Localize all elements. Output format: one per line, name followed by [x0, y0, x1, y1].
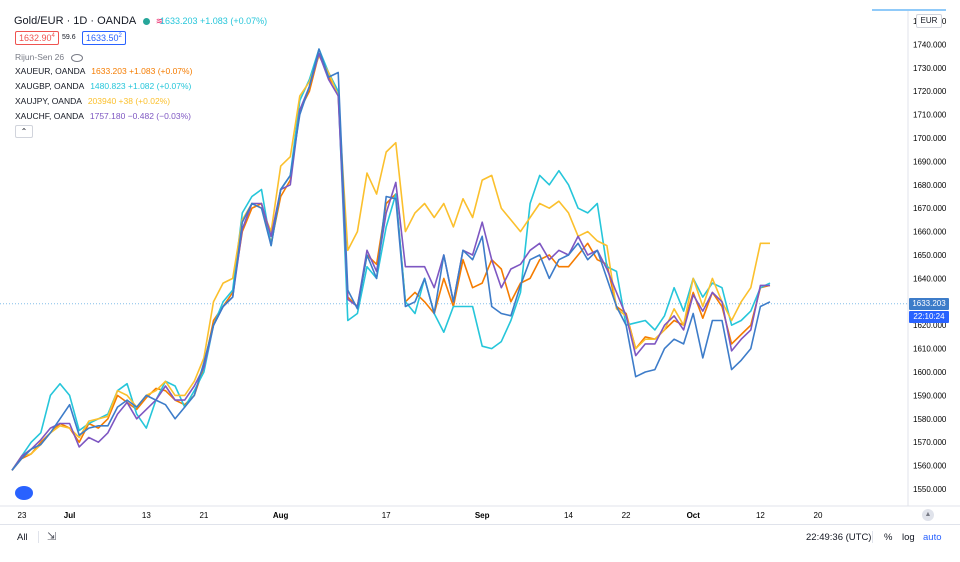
x-tick-label: Jul: [64, 511, 76, 520]
legend-symbol-value: 1480.823 +1.082 (+0.07%): [90, 81, 192, 91]
legend-xaugbp[interactable]: XAUGBP, OANDA 1480.823 +1.082 (+0.07%): [15, 81, 191, 91]
y-tick-label: 1660.000: [913, 228, 947, 237]
x-tick-label: Sep: [475, 511, 490, 520]
collapse-legend-button[interactable]: ⌃: [15, 125, 33, 138]
legend-symbol-value: 1633.203 +1.083 (+0.07%): [91, 66, 193, 76]
toolbar-separator: [872, 531, 873, 543]
y-tick-label: 1740.000: [913, 40, 947, 49]
legend-symbol-value: 203940 +38 (+0.02%): [87, 96, 171, 106]
x-tick-label: 22: [622, 511, 631, 520]
percent-scale-toggle[interactable]: %: [884, 532, 893, 543]
x-tick-label: 17: [382, 511, 391, 520]
buy-button[interactable]: 1633.502: [82, 31, 126, 45]
x-tick-label: 13: [142, 511, 151, 520]
y-tick-label: 1670.000: [913, 204, 947, 213]
x-tick-label: 21: [199, 511, 208, 520]
legend-symbol-value: 1757.180 −0.482 (−0.03%): [89, 111, 192, 121]
x-tick-label: Aug: [273, 511, 289, 520]
bottom-toolbar: All ⇲ 22:49:36 (UTC) % log auto: [0, 524, 960, 550]
legend-symbol-name: XAUGBP, OANDA: [15, 81, 84, 91]
legend-xaujpy[interactable]: XAUJPY, OANDA 203940 +38 (+0.02%): [15, 96, 170, 106]
y-tick-label: 1590.000: [913, 391, 947, 400]
y-tick-label: 1600.000: [913, 368, 947, 377]
legend-symbol-name: XAUEUR, OANDA: [15, 66, 85, 76]
symbol-title: Gold/EUR · 1D · OANDA: [14, 15, 136, 27]
clock-time[interactable]: 22:49:36 (UTC): [806, 532, 872, 543]
x-tick-label: 14: [564, 511, 573, 520]
time-scale-settings-icon[interactable]: ▲: [922, 509, 934, 521]
indicator-legend[interactable]: Rijun-Sen 26: [15, 52, 83, 62]
scroll-indicator: [872, 9, 946, 11]
header-price: 1633.203 +1.083 (+0.07%): [160, 16, 268, 26]
x-tick-label: 23: [18, 511, 27, 520]
x-tick-label: 12: [756, 511, 765, 520]
spread-value: 59.6: [62, 34, 76, 41]
sell-button[interactable]: 1632.904: [15, 31, 59, 45]
chart-title: Gold/EUR · 1D · OANDA ≋: [14, 15, 163, 27]
x-tick-label: 20: [814, 511, 823, 520]
auto-scale-toggle[interactable]: auto: [923, 532, 942, 543]
last-price-label: 1633.203: [909, 297, 949, 310]
y-tick-label: 1570.000: [913, 438, 947, 447]
legend-symbol-name: XAUJPY, OANDA: [15, 96, 82, 106]
y-tick-label: 1580.000: [913, 415, 947, 424]
eye-icon[interactable]: [70, 53, 83, 62]
currency-label[interactable]: EUR: [916, 14, 942, 28]
bar-countdown: 22:10:24: [909, 310, 949, 323]
y-tick-label: 1730.000: [913, 64, 947, 73]
y-tick-label: 1650.000: [913, 251, 947, 260]
indicator-label: Rijun-Sen 26: [15, 52, 65, 62]
tradingview-logo-icon[interactable]: [15, 486, 33, 500]
y-tick-label: 1720.000: [913, 87, 947, 96]
y-tick-label: 1560.000: [913, 462, 947, 471]
x-tick-label: Oct: [687, 511, 701, 520]
toolbar-divider: [0, 524, 960, 525]
market-open-icon: [142, 17, 150, 25]
legend-xauchf[interactable]: XAUCHF, OANDA 1757.180 −0.482 (−0.03%): [15, 111, 191, 121]
series-line-4: [11, 48, 771, 471]
y-tick-label: 1700.000: [913, 134, 947, 143]
calendar-range-icon[interactable]: ⇲: [47, 531, 57, 543]
wave-icon: ≋: [155, 15, 164, 26]
range-all-button[interactable]: All: [17, 532, 28, 543]
y-tick-label: 1620.000: [913, 321, 947, 330]
log-scale-toggle[interactable]: log: [902, 532, 915, 543]
toolbar-separator: [38, 531, 39, 543]
legend-symbol-name: XAUCHF, OANDA: [15, 111, 84, 121]
y-tick-label: 1690.000: [913, 157, 947, 166]
legend-xaueur[interactable]: XAUEUR, OANDA 1633.203 +1.083 (+0.07%): [15, 66, 192, 76]
chevron-up-icon: ⌃: [20, 127, 28, 136]
y-tick-label: 1550.000: [913, 485, 947, 494]
y-tick-label: 1680.000: [913, 181, 947, 190]
y-tick-label: 1640.000: [913, 274, 947, 283]
y-tick-label: 1610.000: [913, 345, 947, 354]
y-tick-label: 1710.000: [913, 111, 947, 120]
